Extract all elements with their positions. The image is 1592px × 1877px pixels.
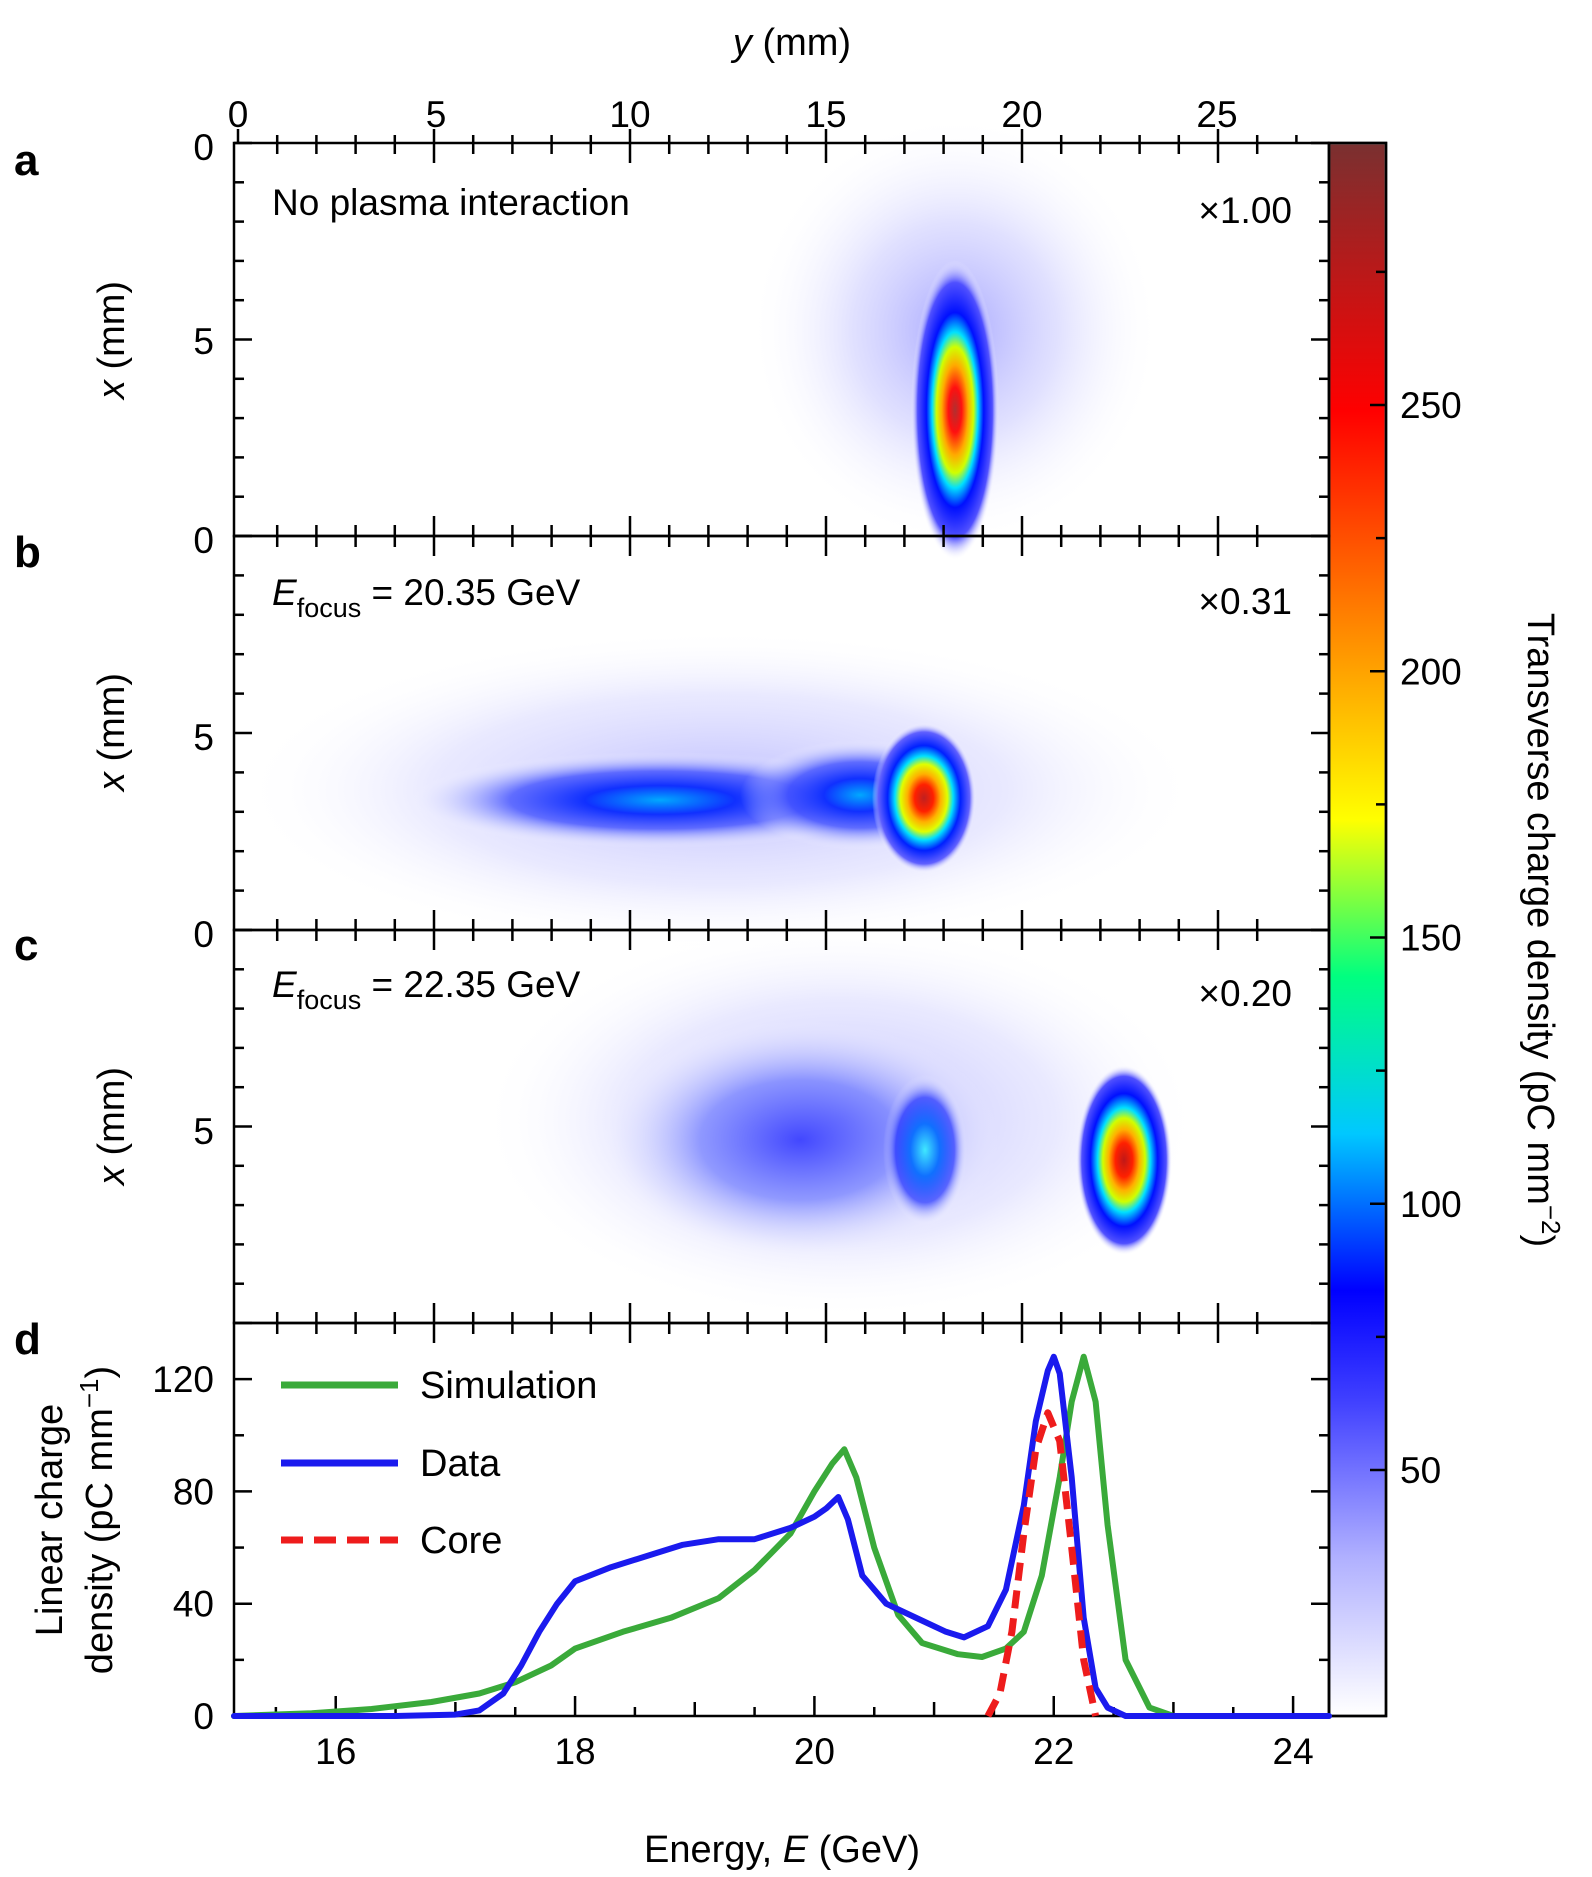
panel-b-ytick: 5 (193, 717, 214, 758)
top-tick-label: 15 (805, 94, 846, 135)
panel-c-annotation: Efocus = 22.35 GeV (272, 964, 581, 1015)
legend-label-simulation: Simulation (420, 1365, 597, 1407)
d-xtick-label: 24 (1273, 1731, 1314, 1772)
colorbar-tick-label: 200 (1400, 651, 1462, 692)
colorbar-tick-label: 250 (1400, 385, 1462, 426)
panel-d-ylabel-close: ) (79, 1366, 121, 1379)
panel-d-ylabel-line2: density (pC mm−1) (74, 1366, 121, 1674)
panel-c-ylabel-unit: (mm) (91, 1067, 133, 1166)
panel-d-xlabel-var: E (783, 1829, 809, 1871)
panel-d-ylabel-line1: Linear charge (29, 1404, 71, 1636)
panel-a-ytick: 0 (193, 520, 214, 561)
panel-letter-b: b (14, 528, 41, 577)
legend-label-core: Core (420, 1520, 502, 1562)
panel-b-beam-spot (872, 723, 976, 873)
panel-c-annotation-rest: = 22.35 GeV (361, 964, 580, 1005)
panel-b-scale: ×0.31 (1198, 581, 1292, 622)
series-line-data (231, 1353, 1332, 1719)
series-line-core (984, 1409, 1100, 1718)
panel-d-series (231, 1353, 1332, 1719)
panel-d-ytick-labels: 0 40 80 120 (152, 1359, 214, 1737)
panel-b-ylabel-var: x (91, 770, 133, 793)
panel-b-annotation-rest: = 20.35 GeV (361, 572, 580, 613)
colorbar-label: Transverse charge density (pC mm−2) (1519, 613, 1566, 1247)
d-xtick-label: 20 (794, 1731, 835, 1772)
panel-c-beam-spot (1076, 1065, 1172, 1255)
top-tick-label: 10 (609, 94, 650, 135)
panel-d-xtick-labels: 16 18 20 22 24 (315, 1731, 1314, 1772)
top-tick-label: 5 (426, 94, 447, 135)
panel-c-ytick: 5 (193, 1111, 214, 1152)
top-tick-label: 20 (1001, 94, 1042, 135)
panel-c-image (480, 920, 1200, 1320)
colorbar-tick-label: 100 (1400, 1184, 1462, 1225)
top-tick-label: 0 (228, 94, 249, 135)
panel-letter-d: d (14, 1315, 41, 1364)
d-ytick-label: 0 (193, 1696, 214, 1737)
panel-c-ylabel-var: x (91, 1164, 133, 1187)
d-ytick-label: 120 (152, 1359, 214, 1400)
panel-d-xlabel-text: Energy, (644, 1829, 783, 1871)
panel-a-ylabel: x (mm) (91, 281, 133, 401)
d-xtick-label: 16 (315, 1731, 356, 1772)
panel-letter-c: c (14, 921, 38, 970)
panel-d-ylabel-main: density (pC mm (79, 1408, 121, 1674)
colorbar-label-close: ) (1519, 1235, 1561, 1248)
panel-a-image (750, 115, 1160, 560)
panel-b-ylabel-unit: (mm) (91, 673, 133, 772)
colorbar-label-main: Transverse charge density (pC mm (1519, 613, 1561, 1205)
panel-a-ytick: 0 (193, 127, 214, 168)
legend-label-data: Data (420, 1443, 501, 1485)
top-axis-unit: (mm) (752, 22, 851, 64)
colorbar-tick-label: 150 (1400, 918, 1462, 959)
colorbar-tick-label: 50 (1400, 1450, 1441, 1491)
panel-b-annotation-sub: focus (297, 593, 362, 623)
colorbar-tick-labels: 50 100 150 200 250 (1400, 385, 1462, 1491)
panel-d-xlabel-unit: (GeV) (808, 1829, 920, 1871)
axis-ticks (234, 129, 1386, 1718)
panel-c-annotation-sub: focus (297, 985, 362, 1015)
panel-a-annotation: No plasma interaction (272, 182, 630, 223)
panel-c-spot (883, 1075, 967, 1225)
panel-a-ylabel-unit: (mm) (91, 281, 133, 380)
panel-b-ylabel: x (mm) (91, 673, 133, 793)
panel-a-ylabel-var: x (91, 378, 133, 401)
panel-a-ytick: 5 (193, 321, 214, 362)
panel-letter-a: a (14, 136, 39, 185)
d-ytick-label: 80 (173, 1471, 214, 1512)
legend: Simulation Data Core (281, 1365, 597, 1562)
series-line-simulation (231, 1353, 1332, 1719)
panel-b-annotation-var: E (272, 572, 298, 613)
top-axis-label: y (mm) (730, 22, 851, 64)
panel-d-ylabel-exp: −1 (74, 1378, 104, 1408)
panel-a-beam-spot (911, 260, 999, 560)
panel-c-ylabel: x (mm) (91, 1067, 133, 1187)
panel-b-image (240, 630, 1200, 950)
d-xtick-label: 22 (1033, 1731, 1074, 1772)
panel-c-scale: ×0.20 (1198, 973, 1292, 1014)
colorbar-fill (1330, 144, 1385, 1715)
panel-b-annotation: Efocus = 20.35 GeV (272, 572, 581, 623)
top-axis-var: y (730, 22, 754, 64)
panel-a-scale: ×1.00 (1198, 190, 1292, 231)
d-xtick-label: 18 (554, 1731, 595, 1772)
panel-d-xlabel: Energy, E (GeV) (644, 1829, 920, 1871)
panel-c-annotation-var: E (272, 964, 298, 1005)
panel-b-ytick: 0 (193, 914, 214, 955)
top-tick-label: 25 (1196, 94, 1237, 135)
panel-d-frame (232, 1321, 1331, 1718)
colorbar-label-exp: −2 (1536, 1205, 1566, 1235)
d-ytick-label: 40 (173, 1584, 214, 1625)
